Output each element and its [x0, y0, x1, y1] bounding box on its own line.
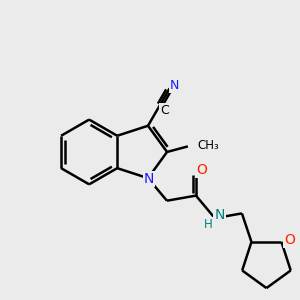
Text: O: O [284, 233, 295, 247]
Text: H: H [204, 218, 212, 231]
Text: CH₃: CH₃ [198, 139, 220, 152]
Text: N: N [214, 208, 225, 222]
Text: O: O [196, 163, 207, 177]
Text: N: N [144, 172, 154, 186]
Text: N: N [170, 79, 179, 92]
Text: C: C [160, 104, 169, 118]
